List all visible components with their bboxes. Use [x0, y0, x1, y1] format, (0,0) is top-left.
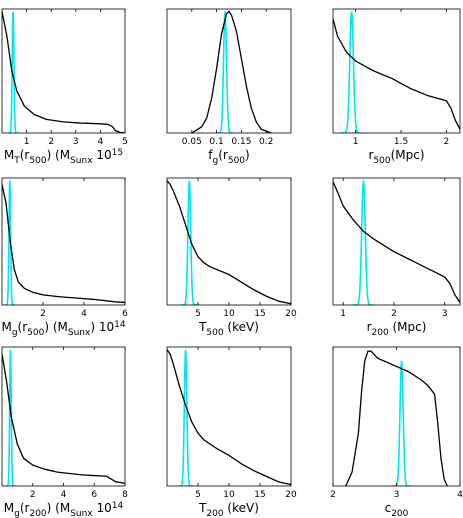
- x-tick-label: 4: [81, 309, 87, 319]
- x-tick-label: 0.2: [259, 137, 273, 147]
- x-axis-label: MT(r500) (MSunx 1015: [4, 148, 123, 166]
- input-value-spike: [352, 180, 375, 305]
- panel-t200: 5 10 15 20 T200 (keV): [166, 346, 297, 518]
- x-tick-label: 5: [122, 137, 128, 147]
- x-axis-label: c200: [385, 501, 409, 518]
- x-tick-label: 6: [91, 490, 97, 500]
- x-tick-label: 20: [285, 490, 297, 500]
- x-axis-label: T200 (keV): [198, 501, 259, 518]
- x-tick-label: 3: [73, 137, 79, 147]
- panel-r200: 1 2 3 r200 (Mpc): [332, 177, 461, 338]
- posterior-curve: [345, 350, 448, 486]
- panel-mg-r500: 2 4 6Mg(r500) (MSunx) 1014: [1, 177, 128, 338]
- x-tick-label: 2: [40, 309, 46, 319]
- x-tick-label: 3: [442, 309, 448, 319]
- posterior-curve: [333, 18, 460, 130]
- x-tick-label: 15: [254, 490, 265, 500]
- x-tick-label: 10: [223, 490, 235, 500]
- panel-t500: 5 10 15 20 T500 (keV): [166, 177, 297, 338]
- axes-frame: [332, 346, 461, 487]
- x-tick-label: 5: [195, 490, 201, 500]
- axes-frame: [1, 346, 126, 487]
- panel-r500: 1 1.5 2 r500(Mpc): [332, 8, 461, 166]
- posterior-curve: [2, 353, 125, 484]
- x-tick-label: 4: [98, 137, 104, 147]
- x-axis-label: Mg(r500) (MSunx) 1014: [1, 320, 125, 338]
- axes-frame: [166, 8, 292, 134]
- posterior-curve: [2, 11, 125, 133]
- axes-frame: [166, 177, 292, 306]
- x-tick-label: 1.5: [394, 137, 408, 147]
- x-tick-label: 2: [444, 137, 450, 147]
- x-axis-label: r200 (Mpc): [367, 320, 427, 338]
- x-tick-label: 15: [254, 309, 265, 319]
- x-tick-label: 2: [30, 490, 36, 500]
- x-tick-label: 4: [61, 490, 67, 500]
- x-axis-label: Mg(r200) (MSunx 1014: [4, 501, 124, 518]
- axes-frame: [332, 8, 461, 134]
- x-axis-label: r500(Mpc): [368, 148, 424, 166]
- x-tick-label: 0.1: [209, 137, 223, 147]
- x-tick-label: 1: [340, 309, 346, 319]
- panel-mg-r200: 2 4 6 8Mg(r200) (MSunx 1014: [1, 346, 128, 518]
- x-tick-label: 0.15: [231, 137, 251, 147]
- x-tick-label: 20: [285, 309, 297, 319]
- x-tick-label: 8: [122, 490, 128, 500]
- x-tick-label: 2: [330, 490, 336, 500]
- input-value-spike: [7, 11, 19, 133]
- x-tick-label: 6: [122, 309, 128, 319]
- x-tick-label: 0.05: [182, 137, 202, 147]
- posterior-curve: [167, 349, 291, 486]
- input-value-spike: [340, 11, 363, 133]
- x-tick-label: 2: [391, 309, 397, 319]
- posterior-curve: [333, 181, 460, 303]
- panel-fg-r500: 0.05 0.1 0.15 0.2 fg(r500): [166, 8, 292, 166]
- x-tick-label: 2: [48, 137, 54, 147]
- x-tick-label: 10: [223, 309, 235, 319]
- posterior-curve: [2, 184, 125, 304]
- axes-frame: [332, 177, 461, 306]
- input-value-spike: [180, 180, 198, 305]
- posterior-curve: [167, 180, 291, 305]
- input-value-spike: [216, 11, 234, 133]
- x-axis-label: T500 (keV): [198, 320, 259, 338]
- input-value-spike: [392, 360, 412, 486]
- panel-c200: 2 3 4 c200: [330, 346, 463, 518]
- x-axis-label: fg(r500): [208, 148, 249, 166]
- x-tick-label: 1: [353, 137, 359, 147]
- axes-frame: [1, 8, 126, 134]
- input-value-spike: [5, 349, 16, 486]
- axes-frame: [1, 177, 126, 306]
- x-tick-label: 4: [457, 490, 463, 500]
- x-tick-label: 5: [195, 309, 201, 319]
- posterior-curve: [191, 10, 272, 133]
- x-tick-label: 1: [24, 137, 30, 147]
- x-tick-label: 3: [394, 490, 400, 500]
- panel-mt-r500: 1 2 3 4 5MT(r500) (MSunx 1015: [1, 8, 128, 166]
